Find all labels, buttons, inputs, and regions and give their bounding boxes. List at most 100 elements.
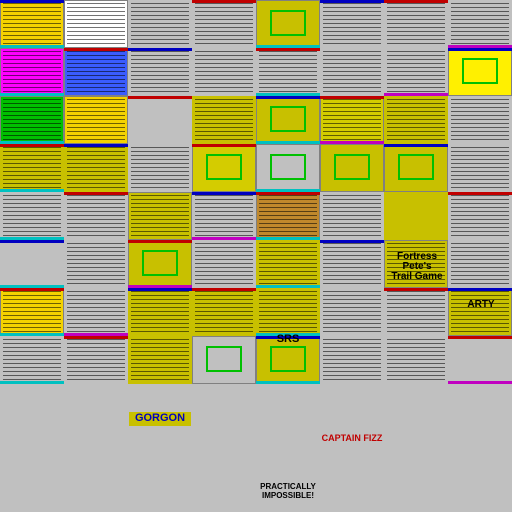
thumbnail-tile[interactable]: [64, 0, 128, 48]
thumbnail-tile[interactable]: [384, 0, 448, 48]
thumbnail-tile[interactable]: [384, 288, 448, 336]
tile-top-strip: [384, 144, 448, 147]
thumbnail-tile[interactable]: [192, 288, 256, 336]
tile-bottom-strip: [192, 237, 256, 240]
tile-top-strip: [448, 144, 512, 147]
tile-bottom-strip: [0, 333, 64, 336]
tile-text-lines: [195, 99, 253, 141]
thumbnail-tile[interactable]: [320, 48, 384, 96]
tile-text-lines: [259, 243, 317, 285]
thumbnail-tile[interactable]: [0, 144, 64, 192]
tile-text-lines: [3, 147, 61, 189]
thumbnail-tile[interactable]: [128, 48, 192, 96]
thumbnail-tile[interactable]: [64, 48, 128, 96]
tile-top-strip: [0, 96, 64, 99]
thumbnail-tile[interactable]: [384, 144, 448, 192]
tile-text-lines: [67, 99, 125, 141]
tile-text-lines: [387, 3, 445, 45]
thumbnail-tile[interactable]: [256, 48, 320, 96]
thumbnail-tile[interactable]: [448, 0, 512, 48]
thumbnail-tile[interactable]: [448, 48, 512, 96]
tile-text-lines: [451, 3, 509, 45]
thumbnail-tile[interactable]: [320, 240, 384, 288]
thumbnail-tile[interactable]: [192, 240, 256, 288]
thumbnail-tile[interactable]: [320, 288, 384, 336]
tile-text-lines: [387, 339, 445, 381]
tile-text-lines: [131, 291, 189, 333]
tile-top-strip: [64, 192, 128, 195]
thumbnail-tile[interactable]: [448, 336, 512, 384]
thumbnail-tile[interactable]: [64, 288, 128, 336]
thumbnail-tile[interactable]: [0, 96, 64, 144]
thumbnail-tile[interactable]: [384, 336, 448, 384]
tile-top-strip: [64, 96, 128, 99]
thumbnail-tile[interactable]: [128, 192, 192, 240]
thumbnail-tile[interactable]: [128, 288, 192, 336]
thumbnail-tile[interactable]: [128, 0, 192, 48]
tile-top-strip: [128, 48, 192, 51]
tile-bottom-strip: [384, 93, 448, 96]
thumbnail-tile[interactable]: [256, 144, 320, 192]
thumbnail-tile[interactable]: [128, 144, 192, 192]
thumbnail-tile[interactable]: [320, 192, 384, 240]
thumbnail-tile[interactable]: [448, 192, 512, 240]
thumbnail-tile[interactable]: [64, 144, 128, 192]
thumbnail-tile[interactable]: [384, 96, 448, 144]
thumbnail-tile[interactable]: [0, 0, 64, 48]
thumbnail-tile[interactable]: [64, 240, 128, 288]
tile-top-strip: [256, 336, 320, 339]
tile-text-lines: [387, 243, 445, 285]
thumbnail-tile[interactable]: [192, 192, 256, 240]
thumbnail-tile[interactable]: [64, 336, 128, 384]
thumbnail-tile[interactable]: [256, 0, 320, 48]
thumbnail-tile[interactable]: [64, 96, 128, 144]
tile-top-strip: [256, 96, 320, 99]
tile-frame-graphic: [142, 250, 178, 276]
thumbnail-tile[interactable]: [128, 240, 192, 288]
thumbnail-tile[interactable]: [64, 192, 128, 240]
thumbnail-tile[interactable]: [0, 48, 64, 96]
thumbnail-tile[interactable]: [320, 144, 384, 192]
tile-text-lines: [451, 291, 509, 333]
thumbnail-tile[interactable]: [320, 0, 384, 48]
tile-top-strip: [320, 96, 384, 99]
thumbnail-tile[interactable]: [256, 336, 320, 384]
thumbnail-tile[interactable]: [448, 96, 512, 144]
tile-bottom-strip: [0, 141, 64, 144]
tile-text-lines: [323, 195, 381, 237]
thumbnail-tile[interactable]: [192, 96, 256, 144]
thumbnail-tile[interactable]: [0, 336, 64, 384]
tile-text-lines: [451, 99, 509, 141]
thumbnail-tile[interactable]: ARTY: [448, 288, 512, 336]
thumbnail-tile[interactable]: [256, 240, 320, 288]
tile-top-strip: [384, 288, 448, 291]
thumbnail-tile[interactable]: [192, 48, 256, 96]
thumbnail-tile[interactable]: Fortress Pete's Trail Game: [384, 240, 448, 288]
thumbnail-tile[interactable]: [128, 96, 192, 144]
tile-top-strip: [448, 192, 512, 195]
thumbnail-tile[interactable]: [448, 240, 512, 288]
thumbnail-tile[interactable]: [0, 192, 64, 240]
tile-top-strip: [192, 0, 256, 3]
thumbnail-tile[interactable]: [256, 96, 320, 144]
thumbnail-tile[interactable]: [320, 96, 384, 144]
tile-top-strip: [384, 96, 448, 99]
tile-top-strip: [384, 240, 448, 243]
tile-top-strip: [64, 288, 128, 291]
thumbnail-tile[interactable]: [448, 144, 512, 192]
thumbnail-tile[interactable]: [192, 144, 256, 192]
thumbnail-tile[interactable]: [320, 336, 384, 384]
thumbnail-tile[interactable]: [192, 336, 256, 384]
tile-top-strip: [64, 240, 128, 243]
thumbnail-tile[interactable]: [0, 240, 64, 288]
thumbnail-tile[interactable]: [384, 192, 448, 240]
tile-top-strip: [256, 0, 320, 3]
thumbnail-tile[interactable]: [256, 192, 320, 240]
thumbnail-tile[interactable]: [128, 336, 192, 384]
thumbnail-tile[interactable]: [384, 48, 448, 96]
thumbnail-tile[interactable]: [256, 288, 320, 336]
thumbnail-tile[interactable]: [0, 288, 64, 336]
thumbnail-tile[interactable]: [192, 0, 256, 48]
tile-text-lines: [131, 147, 189, 189]
tile-bottom-strip: [320, 141, 384, 144]
